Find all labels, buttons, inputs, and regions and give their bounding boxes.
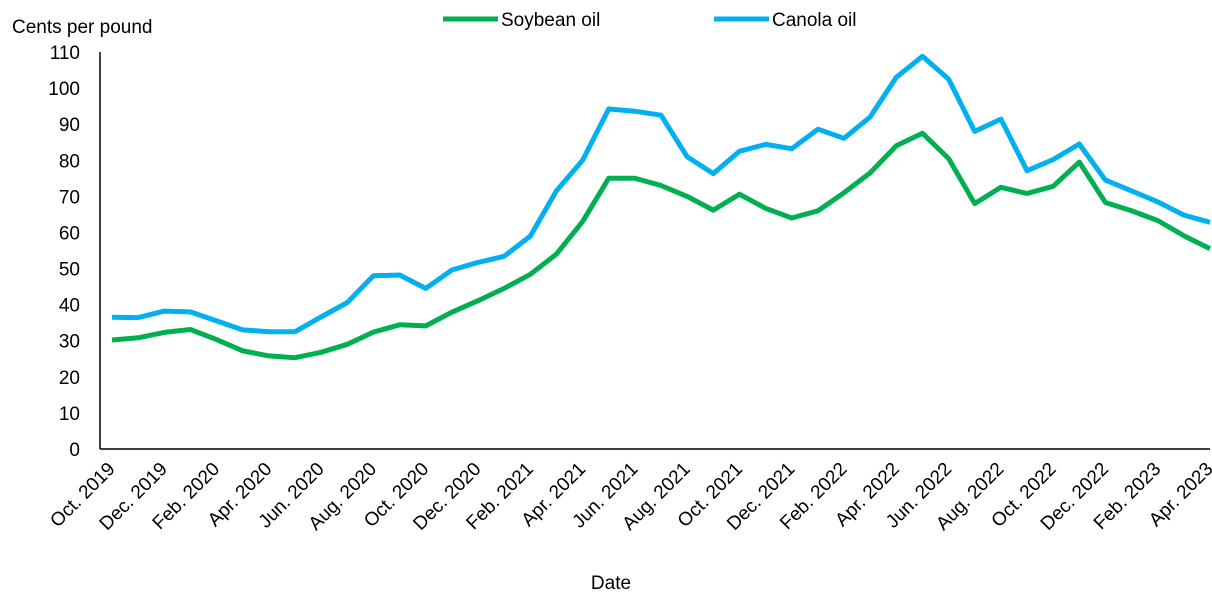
y-axis-label: Cents per pound: [12, 17, 153, 38]
legend-label: Canola oil: [772, 10, 857, 31]
y-tick-label: 90: [59, 115, 80, 136]
y-tick-label: 0: [69, 440, 80, 461]
y-tick-label: 50: [59, 260, 80, 281]
y-tick-label: 100: [48, 79, 80, 100]
legend: Soybean oil Canola oil: [443, 10, 857, 31]
series-line-soybean-oil: [111, 130, 1212, 361]
y-tick-label: 80: [59, 151, 80, 172]
y-tick-label: 10: [59, 404, 80, 425]
y-tick-label: 40: [59, 296, 80, 317]
legend-label: Soybean oil: [501, 10, 600, 31]
series-line-canola-oil: [111, 53, 1211, 335]
y-tick-label: 110: [50, 43, 80, 64]
y-tick-label: 20: [59, 368, 80, 389]
y-tick-label: 70: [59, 187, 80, 208]
y-tick-label: 60: [59, 223, 80, 244]
y-tick-label: 30: [59, 332, 80, 353]
x-axis-label: Date: [591, 573, 631, 594]
series-lines: [111, 53, 1212, 361]
y-axis-ticks: 0 10 20 30 40 50 60 70 80 90 100 110: [48, 43, 80, 461]
